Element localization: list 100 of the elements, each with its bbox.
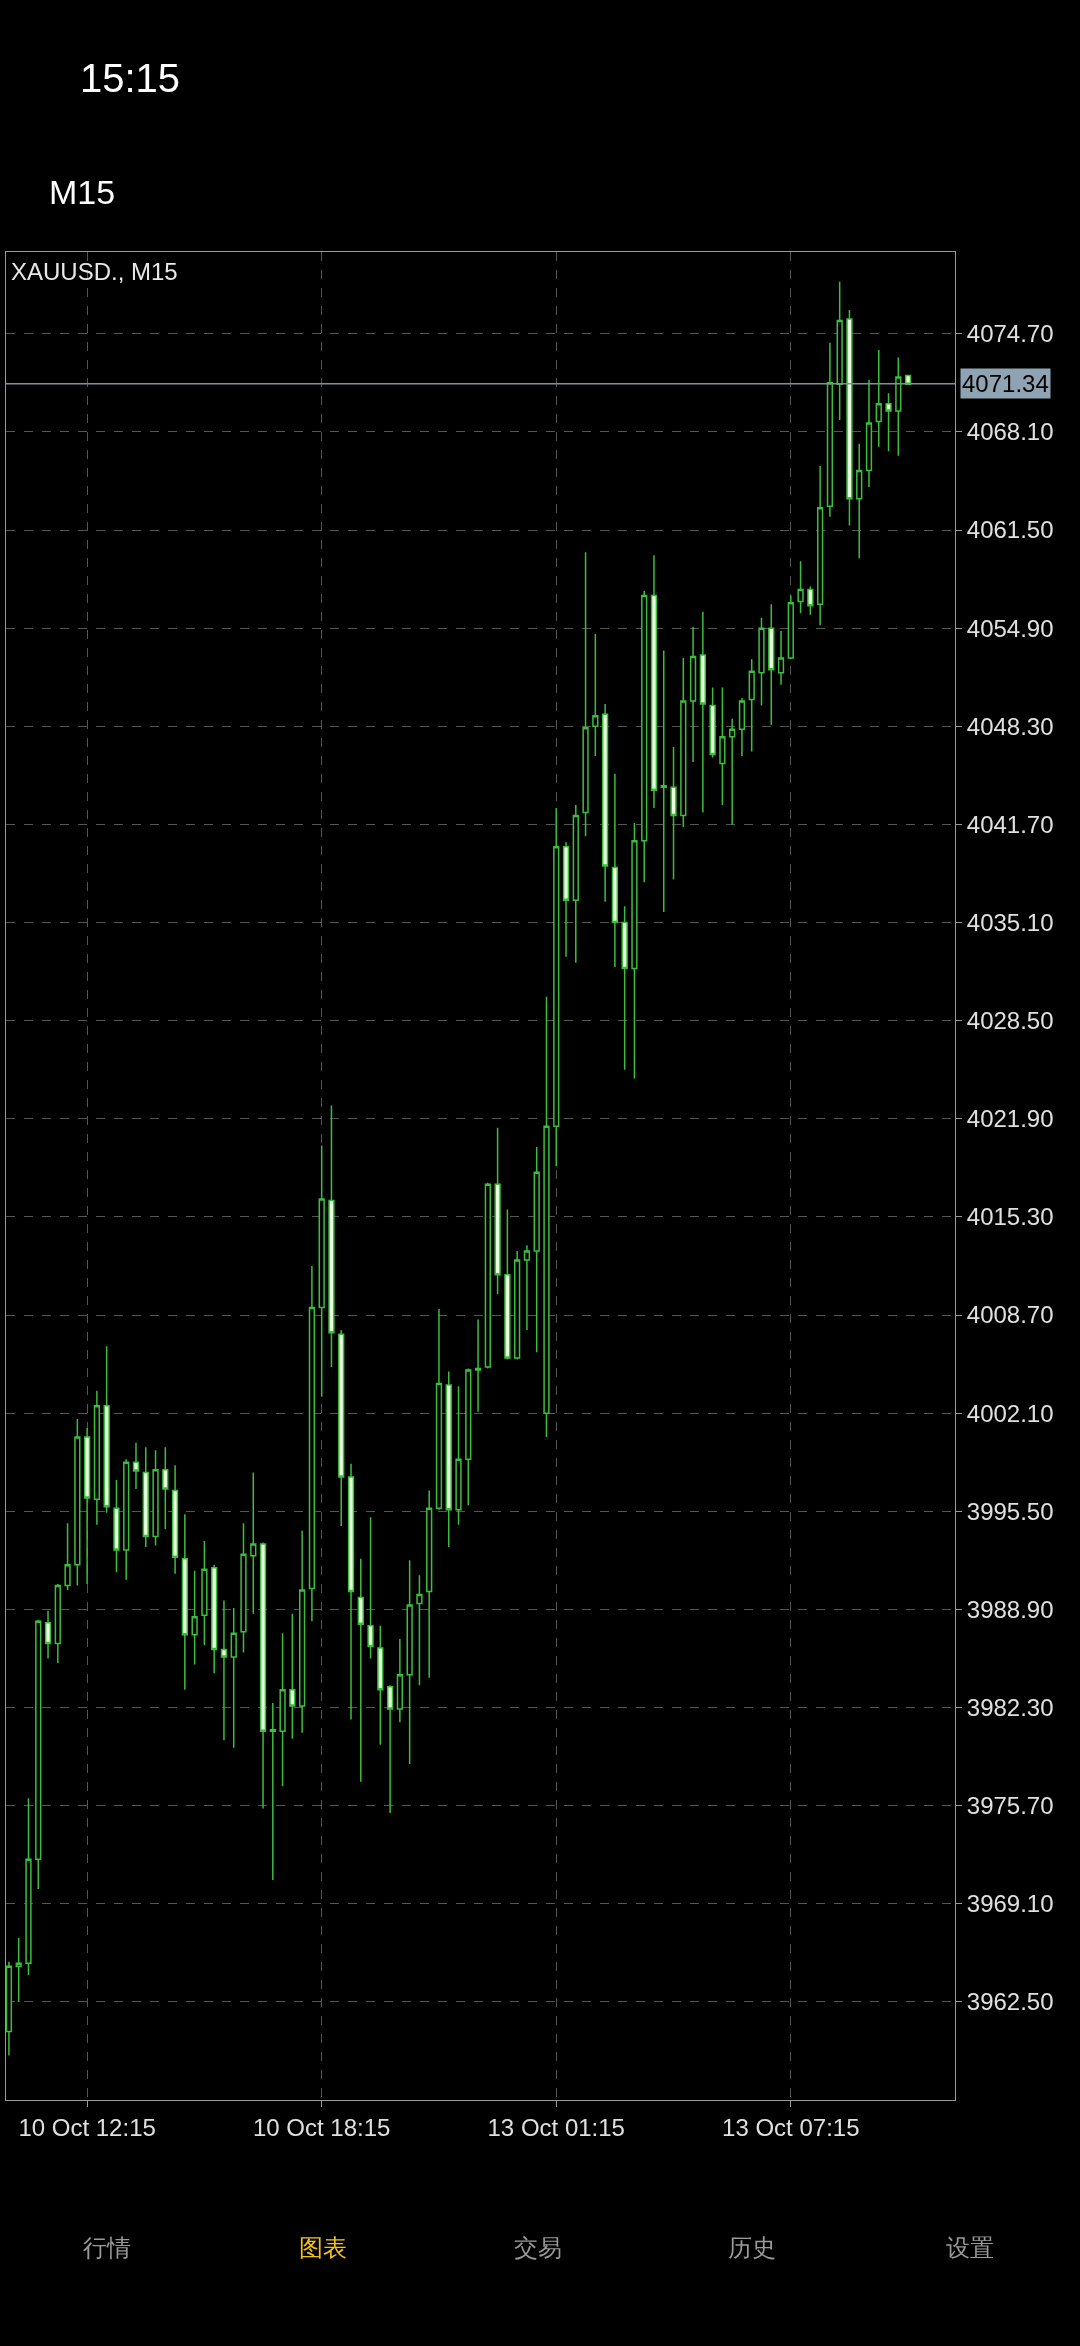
text: 15:15 xyxy=(80,56,181,100)
candlestick xyxy=(748,658,755,753)
chart-title: XAUUSD., M15 xyxy=(11,258,178,285)
candlestick xyxy=(689,625,697,763)
y-tick-label: 4028.50 xyxy=(966,1007,1054,1035)
candlestick xyxy=(553,807,560,1168)
y-tick-label: 3975.70 xyxy=(966,1792,1054,1820)
candlestick xyxy=(455,1385,462,1526)
y-tick-label: 3995.50 xyxy=(966,1497,1054,1525)
y-tick-label: 4041.70 xyxy=(966,810,1054,838)
candlestick xyxy=(279,1632,286,1788)
candlestick xyxy=(230,1607,237,1749)
candlestick xyxy=(621,905,628,1071)
candlestick xyxy=(660,649,667,913)
candlestick xyxy=(797,560,804,615)
candlestick xyxy=(347,1462,355,1721)
x-tick-label: 13 Oct 07:15 xyxy=(722,2113,860,2141)
candlestick xyxy=(220,1599,228,1741)
candlestick xyxy=(171,1464,179,1575)
candlestick xyxy=(93,1390,101,1526)
candlestick xyxy=(289,1613,296,1740)
candlestick xyxy=(269,1702,276,1881)
candlestick xyxy=(895,356,902,457)
candlestick xyxy=(328,1104,335,1368)
x-tick-label: 10 Oct 12:15 xyxy=(18,2113,156,2141)
candlestick xyxy=(152,1449,159,1547)
candlestick xyxy=(54,1583,61,1664)
text: 交易 xyxy=(514,2234,562,2261)
x-tick-label: 10 Oct 18:15 xyxy=(252,2113,391,2141)
candlestick xyxy=(807,585,814,616)
candlestick xyxy=(572,804,579,964)
y-tick-label: 3962.50 xyxy=(966,1988,1054,2016)
candlestick xyxy=(856,443,863,560)
y-tick-label: 4068.10 xyxy=(966,418,1054,446)
candlestick xyxy=(377,1624,384,1746)
candlestick xyxy=(846,309,853,527)
candlestick xyxy=(533,1146,540,1353)
y-tick-label: 3982.30 xyxy=(966,1693,1054,1721)
candlestick xyxy=(113,1479,120,1573)
candlestick xyxy=(494,1126,501,1295)
candlestick xyxy=(592,633,599,757)
candlestick xyxy=(211,1564,218,1675)
candlestick xyxy=(562,841,570,958)
candlestick xyxy=(191,1569,198,1666)
candlestick xyxy=(875,349,882,448)
candlestick xyxy=(35,1619,42,1890)
y-tick-label: 4035.10 xyxy=(966,908,1054,936)
candlestick xyxy=(44,1610,52,1660)
candlestick xyxy=(162,1446,169,1530)
candlestick xyxy=(240,1522,247,1654)
candlestick xyxy=(181,1513,188,1691)
candlestick xyxy=(787,594,794,661)
candlestick xyxy=(406,1559,413,1765)
text: 设置 xyxy=(946,2234,994,2261)
candlestick xyxy=(670,746,677,881)
candlestick xyxy=(259,1541,267,1810)
y-tick-label: 4015.30 xyxy=(966,1203,1054,1231)
candlestick xyxy=(318,1144,325,1398)
candlestick xyxy=(103,1345,110,1514)
candlestick xyxy=(367,1516,374,1660)
candlestick xyxy=(523,1244,531,1331)
candlestick xyxy=(699,611,706,814)
candlestick xyxy=(601,703,609,903)
candlestick xyxy=(15,1937,22,2003)
candlestick xyxy=(729,718,736,826)
candlestick xyxy=(357,1558,364,1783)
y-tick-label: 4021.90 xyxy=(966,1105,1054,1133)
candlestick xyxy=(396,1638,404,1724)
text: 历史 xyxy=(728,2234,776,2261)
candlestick xyxy=(865,379,873,488)
candlestick xyxy=(435,1308,443,1511)
candlestick xyxy=(25,1797,32,1976)
text: 行情 xyxy=(83,2234,131,2261)
candlestick xyxy=(738,697,746,757)
text: M15 xyxy=(49,173,116,211)
candlestick xyxy=(201,1540,208,1646)
ref-line-label: 4071.34 xyxy=(962,370,1049,397)
candlestick xyxy=(445,1370,452,1548)
candlestick xyxy=(543,996,550,1438)
candlestick xyxy=(719,686,726,806)
candlestick xyxy=(777,630,785,686)
y-tick-label: 3988.90 xyxy=(966,1595,1054,1623)
candlestick xyxy=(709,686,716,759)
candlestick xyxy=(641,590,648,884)
candlestick xyxy=(74,1418,81,1587)
candlestick xyxy=(504,1208,511,1361)
text: 图表 xyxy=(299,2234,347,2261)
candlestick xyxy=(250,1471,257,1615)
candlestick xyxy=(465,1367,472,1507)
candlestick xyxy=(611,773,619,968)
y-tick-label: 4002.10 xyxy=(966,1399,1054,1427)
candlestick xyxy=(758,616,765,707)
candlestick xyxy=(132,1442,140,1490)
candlestick xyxy=(474,1318,482,1413)
candlestick xyxy=(426,1489,433,1679)
candlestick xyxy=(142,1446,149,1548)
candlestick xyxy=(83,1427,91,1585)
y-tick-label: 3969.10 xyxy=(966,1890,1054,1918)
candlestick xyxy=(514,1250,521,1361)
x-tick-label: 13 Oct 01:15 xyxy=(487,2113,625,2141)
